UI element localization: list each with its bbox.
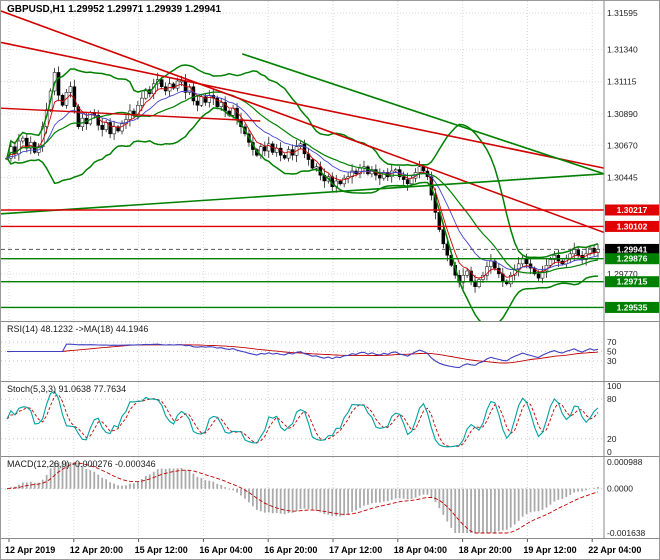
price-tag [605,276,659,288]
time-axis-label: 22 Apr 04:00 [588,545,641,555]
time-axis-label: 18 Apr 04:00 [394,545,447,555]
price-tag [605,253,659,265]
macd-axis-label: 0.0000 [607,484,633,494]
stochastic-canvas[interactable]: 100 80 20 0 [1,382,660,456]
main-chart-canvas[interactable]: 1.31595 1.31340 1.31115 1.30890 1.30670 1.304… [1,1,660,321]
macd-panel[interactable]: 0.000988 0.0000 -0.001638 MACD(12,26,9) -0… [1,456,660,538]
price-axis-label: 1.31595 [607,8,638,18]
price-tag-label: 1.29941 [617,244,648,254]
price-tag-label: 1.30102 [617,221,648,231]
rsi-panel[interactable]: 70 50 30 RSI(14) 48.1232 ->MA(18) 44.1946 [1,321,660,381]
price-tag-label: 1.29535 [617,302,648,312]
price-axis-label: 1.31115 [607,77,637,87]
time-axis-label: 16 Apr 04:00 [199,545,252,555]
time-axis-label: 12 Apr 20:00 [70,545,123,555]
rsi-axis-label: 30 [607,356,617,366]
time-axis[interactable]: 12 Apr 2019 12 Apr 20:00 15 Apr 12:00 16 Ap… [1,538,660,560]
stoch-axis-label: 20 [607,434,617,444]
price-tag-label: 1.29715 [617,277,648,287]
time-axis-label: 17 Apr 12:00 [329,545,382,555]
stochastic-panel[interactable]: 100 80 20 0 Stoch(5,3,3) 91.0638 77.7634 [1,381,660,456]
macd-canvas[interactable]: 0.000988 0.0000 -0.001638 [1,457,660,538]
macd-axis-label: 0.000988 [607,457,643,467]
price-axis-label: 1.30670 [607,140,638,150]
price-tag-label: 1.29876 [617,254,648,264]
price-axis-label: 1.29770 [607,269,638,279]
price-tag [605,243,659,255]
time-axis-label: 16 Apr 20:00 [264,545,317,555]
rsi-axis-label: 50 [607,347,617,357]
time-axis-label: 12 Apr 2019 [5,545,55,555]
price-axis-label: 1.31340 [607,45,638,55]
time-axis-label: 18 Apr 20:00 [459,545,512,555]
stoch-axis-label: 100 [607,382,621,391]
time-axis-canvas[interactable]: 12 Apr 2019 12 Apr 20:00 15 Apr 12:00 16 Ap… [1,539,660,560]
price-tag-label: 1.30217 [617,205,648,215]
main-chart-panel[interactable]: 1.31595 1.31340 1.31115 1.30890 1.30670 1.304… [1,1,660,321]
price-axis-label: 1.30445 [607,172,638,182]
stoch-axis-label: 80 [607,394,617,404]
price-tag [605,301,659,313]
macd-axis-label: -0.001638 [607,528,646,538]
price-tag [605,204,659,216]
time-axis-label: 15 Apr 12:00 [135,545,188,555]
price-axis-label: 1.30890 [607,109,638,119]
time-axis-label: 19 Apr 12:00 [523,545,576,555]
stoch-axis-label: 0 [607,447,612,456]
price-tag [605,220,659,232]
rsi-axis-label: 70 [607,337,617,347]
